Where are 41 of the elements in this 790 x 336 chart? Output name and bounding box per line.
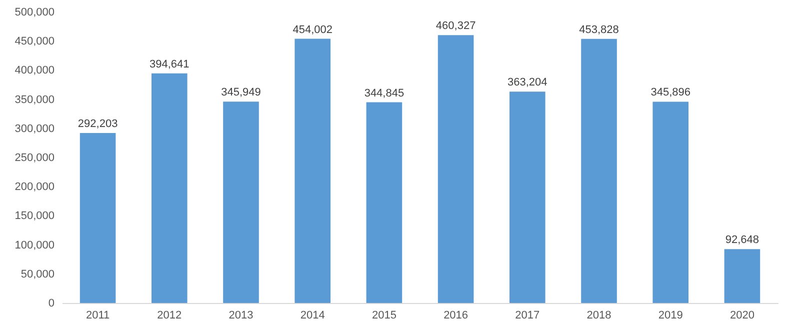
y-tick-label: 400,000	[14, 64, 54, 77]
bar	[80, 132, 116, 303]
bar	[294, 38, 330, 303]
data-label: 363,204	[508, 76, 548, 89]
data-label: 345,949	[221, 86, 261, 99]
y-tick-label: 250,000	[14, 152, 54, 164]
data-label: 344,845	[364, 87, 404, 100]
bar	[581, 38, 617, 303]
bar	[366, 102, 402, 303]
y-tick-label: 350,000	[14, 94, 54, 106]
bar	[152, 73, 188, 303]
y-tick-label: 150,000	[14, 210, 54, 222]
y-tick-label: 500,000	[14, 6, 54, 18]
data-label: 92,648	[725, 234, 760, 246]
data-label: 292,203	[78, 118, 118, 130]
x-tick-label: 2011	[86, 310, 110, 322]
bar	[223, 102, 259, 303]
y-tick-label: 50,000	[20, 268, 54, 280]
bar	[510, 92, 546, 303]
x-tick-label: 2018	[586, 310, 612, 322]
y-tick-label: 100,000	[14, 239, 54, 252]
y-tick-label: 0	[48, 298, 54, 310]
bar	[652, 102, 688, 303]
x-tick-label: 2014	[300, 310, 325, 322]
y-tick-label: 450,000	[14, 36, 54, 48]
data-label: 460,327	[436, 20, 476, 32]
data-label: 454,002	[292, 24, 332, 36]
x-tick-label: 2016	[444, 310, 468, 322]
data-label: 394,641	[150, 58, 190, 70]
x-tick-label: 2017	[515, 310, 540, 322]
bar	[438, 35, 474, 303]
x-tick-label: 2015	[372, 310, 396, 322]
x-tick-label: 2019	[658, 310, 683, 322]
x-tick-label: 2013	[228, 310, 254, 322]
x-tick-label: 2020	[730, 310, 754, 322]
data-label: 453,828	[579, 24, 619, 36]
y-tick-label: 300,000	[14, 122, 54, 135]
bar	[724, 249, 760, 303]
data-label: 345,896	[650, 86, 690, 99]
x-tick-label: 2012	[157, 310, 182, 322]
y-tick-label: 200,000	[14, 181, 54, 194]
